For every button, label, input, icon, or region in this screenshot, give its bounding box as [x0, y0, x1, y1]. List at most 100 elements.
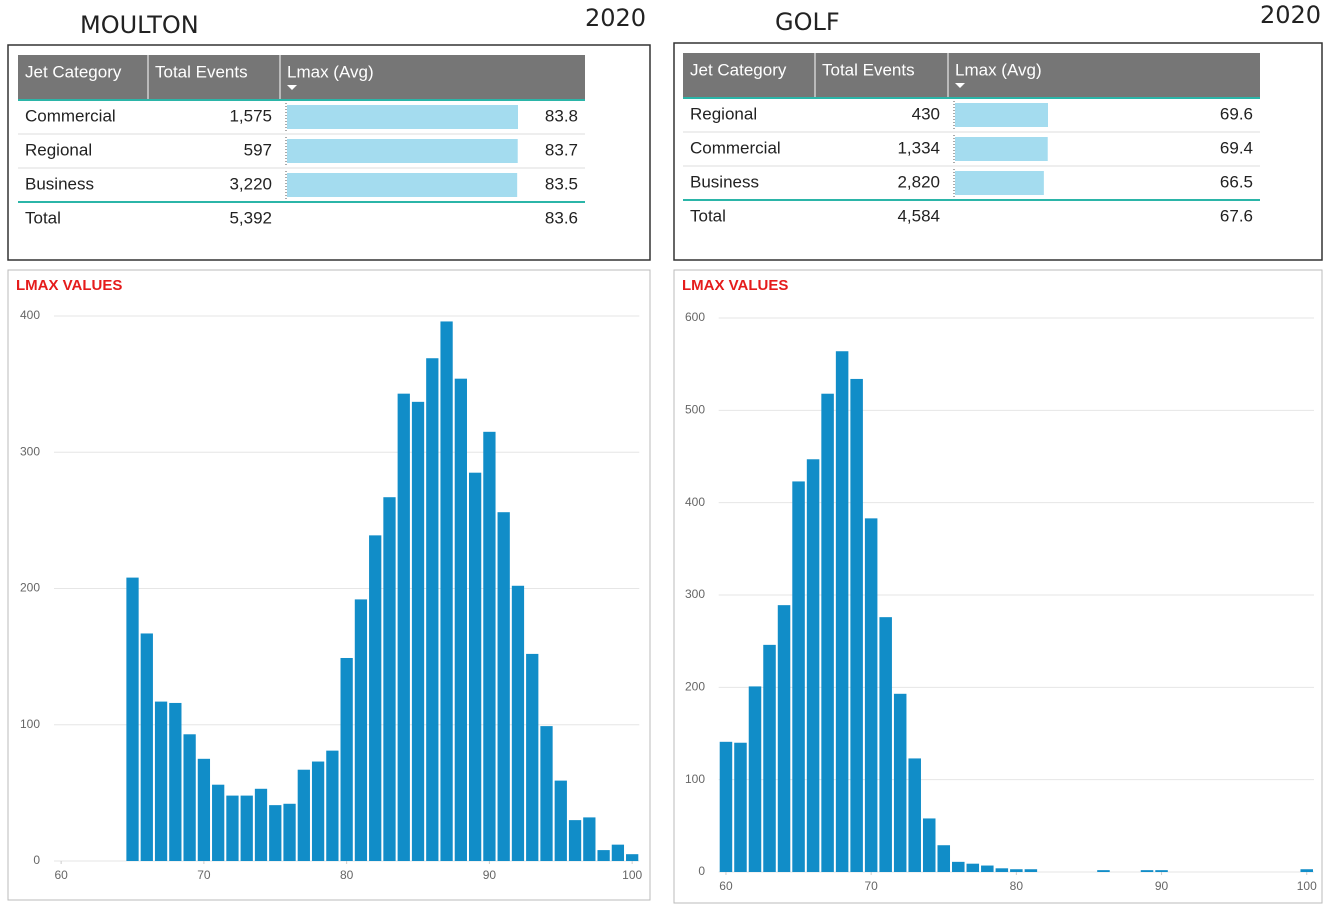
data-bar — [955, 137, 1048, 161]
bar — [864, 518, 878, 872]
y-tick-label: 600 — [685, 310, 705, 324]
bar — [568, 820, 582, 861]
chart-title: LMAX VALUES — [16, 277, 122, 294]
cell: Commercial — [25, 106, 116, 125]
bar — [383, 497, 396, 861]
bar — [169, 702, 182, 861]
bar — [326, 750, 339, 861]
bar — [1024, 869, 1038, 872]
bar — [183, 734, 196, 861]
cell: 83.8 — [545, 106, 578, 125]
bar — [140, 633, 153, 861]
x-tick-label: 60 — [54, 868, 68, 882]
bar — [1140, 870, 1154, 872]
bar — [369, 535, 382, 861]
panel-heading: GOLF — [775, 8, 840, 36]
sort-arrow — [287, 85, 297, 90]
column-header: Lmax (Avg) — [955, 60, 1042, 79]
y-tick-label: 300 — [20, 444, 40, 458]
table-header — [683, 53, 1260, 98]
chart-frame — [673, 269, 1323, 904]
bar — [297, 769, 310, 861]
x-tick-label: 80 — [1010, 879, 1024, 893]
bar — [454, 378, 467, 861]
cell: Business — [25, 174, 94, 193]
bar — [1155, 870, 1168, 872]
bar — [240, 795, 253, 861]
total-cell: 5,392 — [229, 208, 272, 227]
bar — [483, 431, 496, 861]
bar — [937, 845, 951, 872]
bar — [966, 863, 980, 872]
bar — [1097, 870, 1110, 872]
cell: 83.5 — [545, 174, 578, 193]
bar — [835, 351, 849, 872]
data-bar — [287, 139, 518, 163]
bar — [792, 481, 805, 872]
bar — [540, 726, 553, 861]
cell: 597 — [244, 140, 272, 159]
y-tick-label: 100 — [685, 772, 705, 786]
bar — [254, 788, 268, 861]
data-bar — [955, 171, 1044, 195]
y-tick-label: 400 — [685, 495, 705, 509]
table-frame — [7, 44, 651, 261]
x-tick-label: 60 — [719, 879, 733, 893]
panel-heading: MOULTON — [80, 11, 199, 39]
chart-frame — [7, 269, 651, 901]
cell: 3,220 — [229, 174, 272, 193]
y-tick-label: 500 — [685, 403, 705, 417]
bar — [126, 577, 139, 861]
bar — [777, 605, 791, 872]
y-tick-label: 0 — [698, 864, 705, 878]
bar — [497, 512, 510, 861]
column-header: Jet Category — [25, 62, 122, 81]
panel-year: 2020 — [1260, 1, 1321, 29]
x-tick-label: 100 — [1297, 879, 1317, 893]
data-bar — [287, 173, 518, 197]
bar — [354, 599, 368, 861]
x-tick-label: 90 — [1155, 879, 1169, 893]
bar — [908, 758, 921, 872]
data-bar — [955, 103, 1048, 127]
bar — [226, 795, 239, 861]
cell: 69.4 — [1220, 138, 1253, 157]
bar — [1010, 869, 1023, 872]
x-tick-label: 90 — [483, 868, 497, 882]
bar — [719, 741, 733, 872]
cell: 83.7 — [545, 140, 578, 159]
x-tick-label: 70 — [197, 868, 211, 882]
cell: 69.6 — [1220, 104, 1253, 123]
bar — [626, 854, 639, 861]
bar — [154, 701, 168, 861]
bar — [893, 693, 907, 872]
cell: 2,820 — [897, 172, 940, 191]
bar — [981, 865, 994, 872]
bar — [611, 844, 625, 861]
column-header: Total Events — [155, 62, 248, 81]
y-tick-label: 400 — [20, 308, 40, 322]
bar — [340, 657, 353, 861]
cell: Regional — [690, 104, 757, 123]
data-bar — [287, 105, 518, 129]
cell: 66.5 — [1220, 172, 1253, 191]
table-header — [18, 55, 585, 100]
bar — [283, 803, 296, 861]
cell: 1,575 — [229, 106, 272, 125]
bar — [850, 378, 863, 872]
y-tick-label: 300 — [685, 587, 705, 601]
y-tick-label: 200 — [685, 680, 705, 694]
y-tick-label: 0 — [33, 853, 40, 867]
bar — [511, 585, 525, 861]
cell: 1,334 — [897, 138, 940, 157]
cell: Business — [690, 172, 759, 191]
total-cell: Total — [25, 208, 61, 227]
bar — [526, 653, 539, 861]
cell: Regional — [25, 140, 92, 159]
column-header: Lmax (Avg) — [287, 62, 374, 81]
table-frame — [673, 42, 1323, 261]
total-cell: 83.6 — [545, 208, 578, 227]
chart-title: LMAX VALUES — [682, 277, 788, 294]
bar — [311, 761, 325, 861]
